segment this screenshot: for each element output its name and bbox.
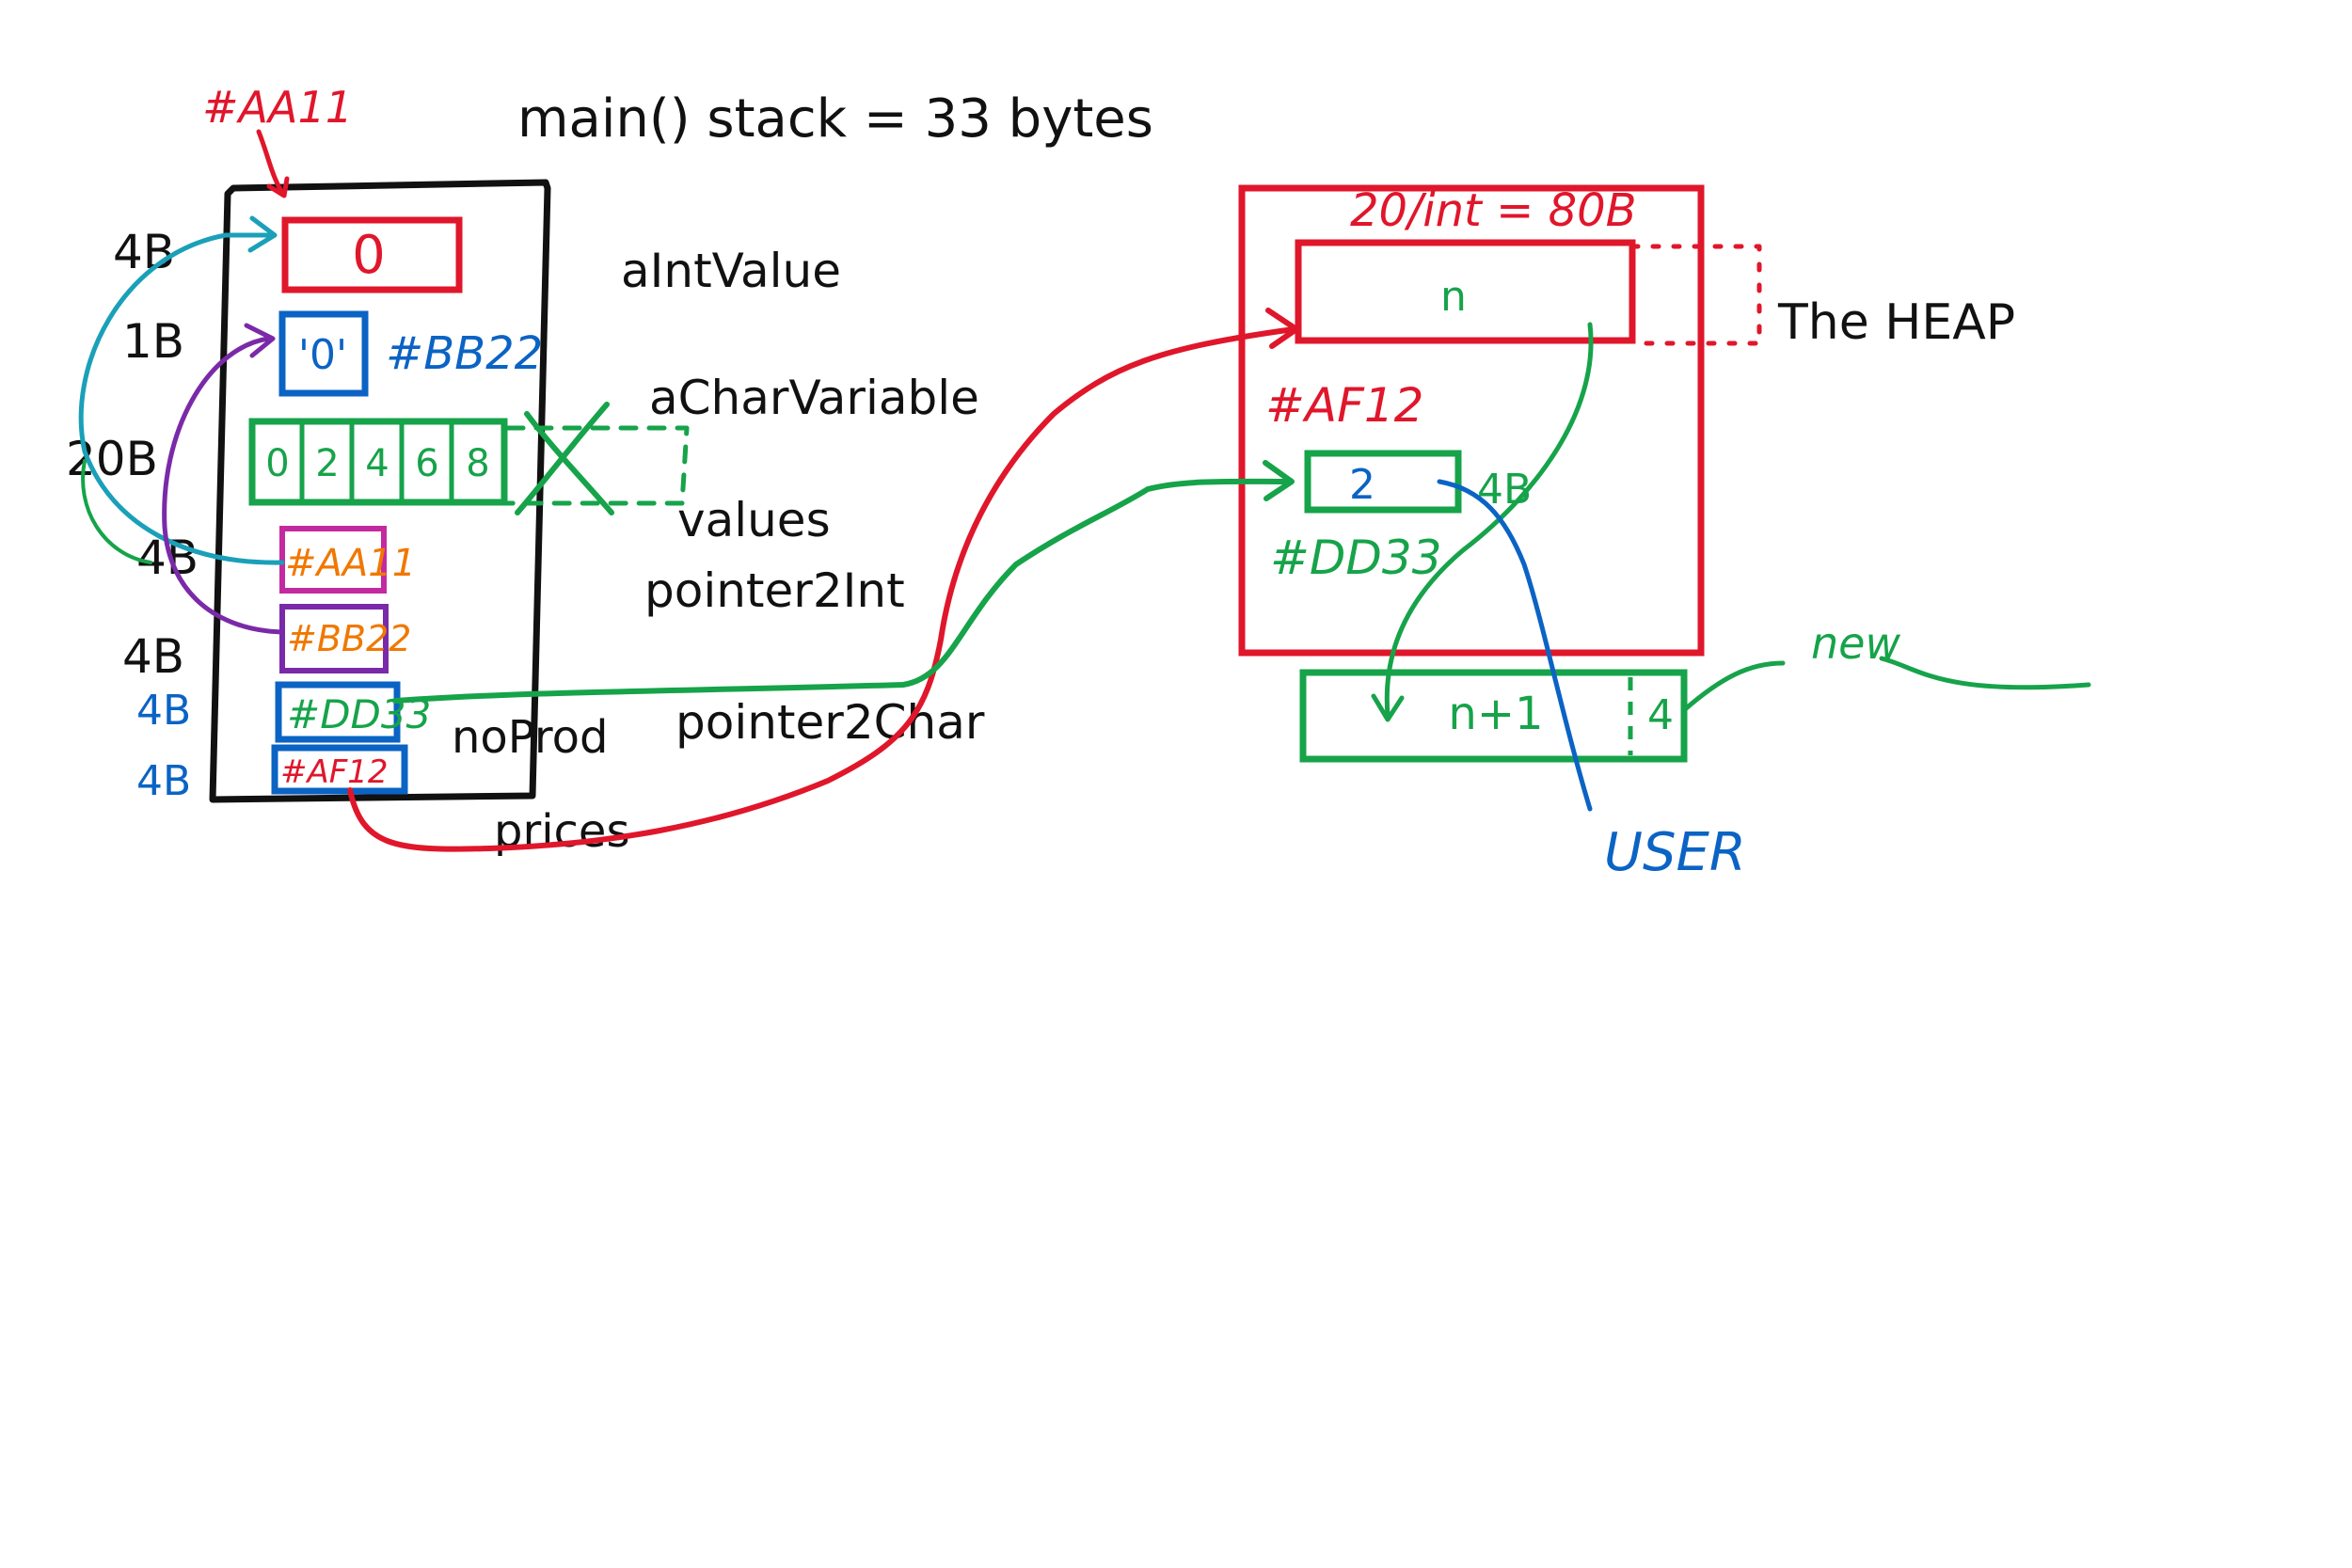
stack-start-address: #AA11 bbox=[202, 82, 353, 133]
new-label-arrow bbox=[1681, 656, 2091, 713]
aintvalue-size: 4B bbox=[113, 225, 175, 279]
stack-frame: main() stack = 33 bytes #AA11 bbox=[202, 82, 1153, 803]
noprod-size: 4B bbox=[136, 687, 191, 735]
values-box bbox=[248, 418, 508, 506]
new-heap-block bbox=[1299, 669, 1688, 763]
pointer2int-label: pointer2Int bbox=[644, 563, 905, 618]
pointer2int-box bbox=[279, 526, 387, 594]
prices-size: 4B bbox=[136, 757, 191, 805]
prices-heap-dotted-extension bbox=[1629, 244, 1762, 346]
new-heap-block-group: n+1 4 new bbox=[1299, 322, 2091, 763]
new-heap-block-extra: 4 bbox=[1647, 691, 1674, 739]
stack-cell-prices: #AF12 prices 4B bbox=[136, 744, 629, 858]
stack-cell-acharvariable: '0' #BB22 aCharVariable 1B bbox=[122, 310, 979, 425]
noprod-label: noProd bbox=[452, 711, 608, 764]
noprod-to-heap-arrow bbox=[392, 460, 1295, 704]
prices-heap-note: 20/int = 80B bbox=[1350, 184, 1637, 237]
stack-outline bbox=[209, 179, 551, 803]
pointer2char-size: 4B bbox=[122, 629, 184, 684]
heap-region: The HEAP 20/int = 80B n #AF12 2 4B #DD33 bbox=[1238, 184, 2015, 657]
stack-cell-aintvalue: 0 aIntValue 4B bbox=[113, 216, 841, 298]
prices-box bbox=[271, 744, 408, 795]
noprod-heap-size: 4B bbox=[1477, 466, 1532, 514]
user-group: USER bbox=[1437, 479, 1746, 883]
aintvalue-box bbox=[281, 216, 463, 293]
values-item: 4 bbox=[365, 442, 389, 485]
pointer2char-box bbox=[279, 604, 389, 673]
stack-cell-pointer2char: #BB22 pointer2Char 4B bbox=[122, 604, 985, 750]
stack-title: main() stack = 33 bytes bbox=[517, 88, 1153, 150]
prices-to-heap-arrow bbox=[347, 308, 1299, 852]
noprod-box bbox=[275, 681, 401, 743]
values-label: values bbox=[677, 493, 831, 547]
stack-cell-pointer2int: #AA11 pointer2Int 4B bbox=[136, 526, 905, 618]
pointer2int-value: #AA11 bbox=[285, 542, 416, 585]
prices-value: #AF12 bbox=[280, 753, 389, 791]
prices-heap-content: n bbox=[1440, 273, 1467, 321]
acharvariable-value: '0' bbox=[298, 331, 347, 379]
acharvariable-size: 1B bbox=[122, 314, 184, 369]
noprod-heap-block bbox=[1304, 450, 1462, 514]
pointer2int-arrow bbox=[78, 215, 285, 565]
values-item: 2 bbox=[315, 442, 339, 485]
aintvalue-value: 0 bbox=[352, 225, 386, 286]
values-item: 6 bbox=[415, 442, 438, 485]
start-address-arrow bbox=[256, 129, 290, 198]
acharvariable-box bbox=[278, 310, 369, 397]
values-size: 20B bbox=[66, 432, 158, 486]
acharvariable-address: #BB22 bbox=[386, 327, 543, 380]
heap-to-new-block-arrow bbox=[1371, 322, 1594, 722]
noprod-heap-address: #DD33 bbox=[1270, 531, 1442, 585]
size-bracket-arrow bbox=[81, 459, 152, 564]
values-item: 0 bbox=[265, 442, 289, 485]
values-overflow-dashed bbox=[505, 425, 690, 506]
pointer2char-label: pointer2Char bbox=[675, 695, 985, 750]
values-item: 8 bbox=[466, 442, 489, 485]
prices-heap-address: #AF12 bbox=[1265, 378, 1423, 433]
acharvariable-label: aCharVariable bbox=[649, 371, 979, 425]
values-overflow-cross bbox=[515, 402, 614, 515]
pointer2char-arrow bbox=[162, 323, 285, 635]
user-label: USER bbox=[1604, 822, 1746, 883]
user-arrow bbox=[1437, 479, 1593, 812]
pointer2char-value: #BB22 bbox=[287, 618, 411, 659]
heap-outline bbox=[1238, 184, 1705, 657]
noprod-heap-content: 2 bbox=[1349, 461, 1375, 509]
new-heap-block-content: n+1 bbox=[1448, 688, 1543, 740]
aintvalue-label: aIntValue bbox=[621, 244, 841, 298]
heap-label: The HEAP bbox=[1777, 294, 2015, 351]
prices-heap-block bbox=[1295, 239, 1636, 344]
